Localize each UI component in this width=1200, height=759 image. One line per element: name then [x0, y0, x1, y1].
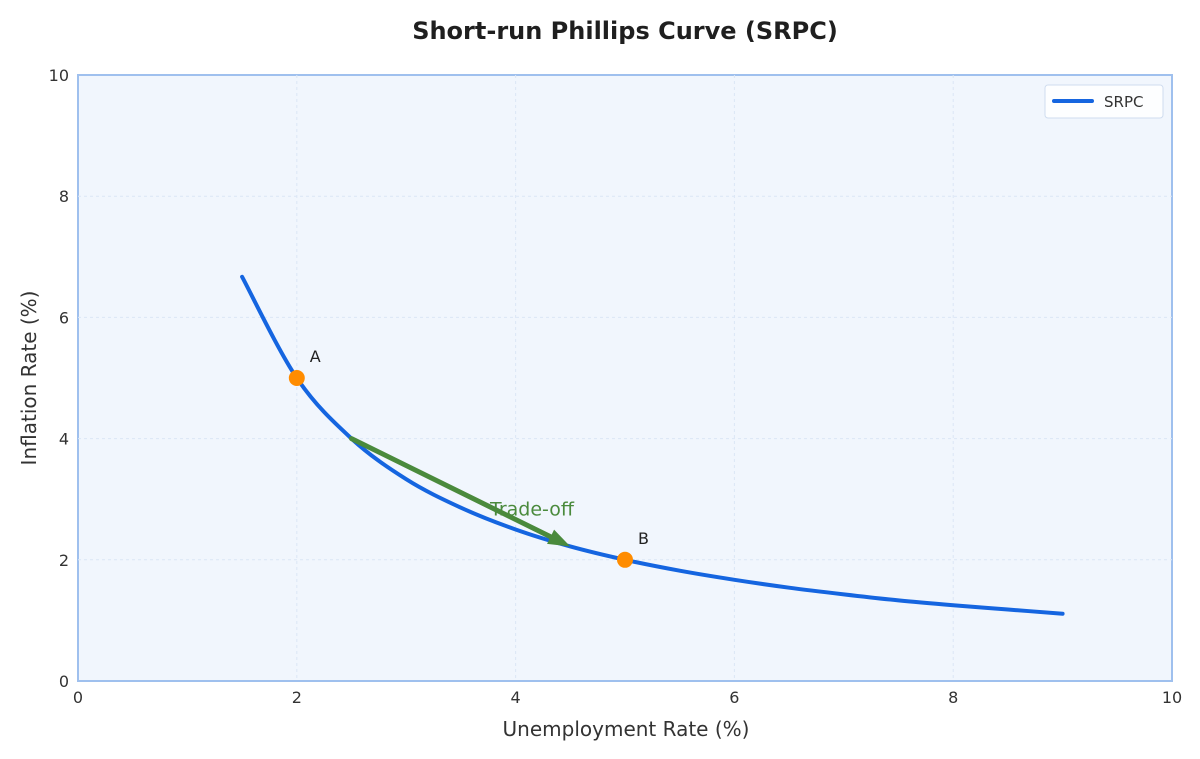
legend-label: SRPC: [1104, 93, 1143, 111]
y-tick-label: 10: [49, 66, 69, 85]
y-tick-label: 2: [59, 551, 69, 570]
x-tick-label: 2: [292, 688, 302, 707]
points-layer: AB: [288, 347, 649, 568]
x-tick-label: 4: [511, 688, 521, 707]
trade-off-label: Trade-off: [489, 498, 575, 520]
x-tick-label: 8: [948, 688, 958, 707]
y-tick-label: 6: [59, 308, 69, 327]
x-axis-label: Unemployment Rate (%): [503, 717, 750, 741]
chart-title: Short-run Phillips Curve (SRPC): [412, 17, 838, 45]
y-tick-label: 4: [59, 430, 69, 449]
annotation: Trade-off: [349, 436, 575, 547]
legend: SRPC: [1044, 84, 1164, 119]
point-label-a: A: [310, 347, 321, 366]
plot-area: [77, 74, 1173, 682]
y-axis-label: Inflation Rate (%): [17, 291, 41, 466]
point-label-b: B: [638, 529, 649, 548]
trade-off-arrow-shaft: [349, 436, 554, 540]
legend-box: [1044, 84, 1164, 119]
point-a: [288, 370, 305, 386]
point-b: [617, 551, 633, 568]
x-tick-label: 0: [73, 688, 83, 707]
y-tick-label: 8: [59, 187, 69, 206]
x-tick-label: 10: [1162, 688, 1182, 707]
y-tick-label: 0: [59, 672, 69, 691]
trade-off-arrow-head: [547, 529, 571, 547]
x-tick-label: 6: [729, 688, 739, 707]
axis-ticks: 0 2 4 6 8 10 0 2 4 6 8 10: [49, 66, 1183, 707]
